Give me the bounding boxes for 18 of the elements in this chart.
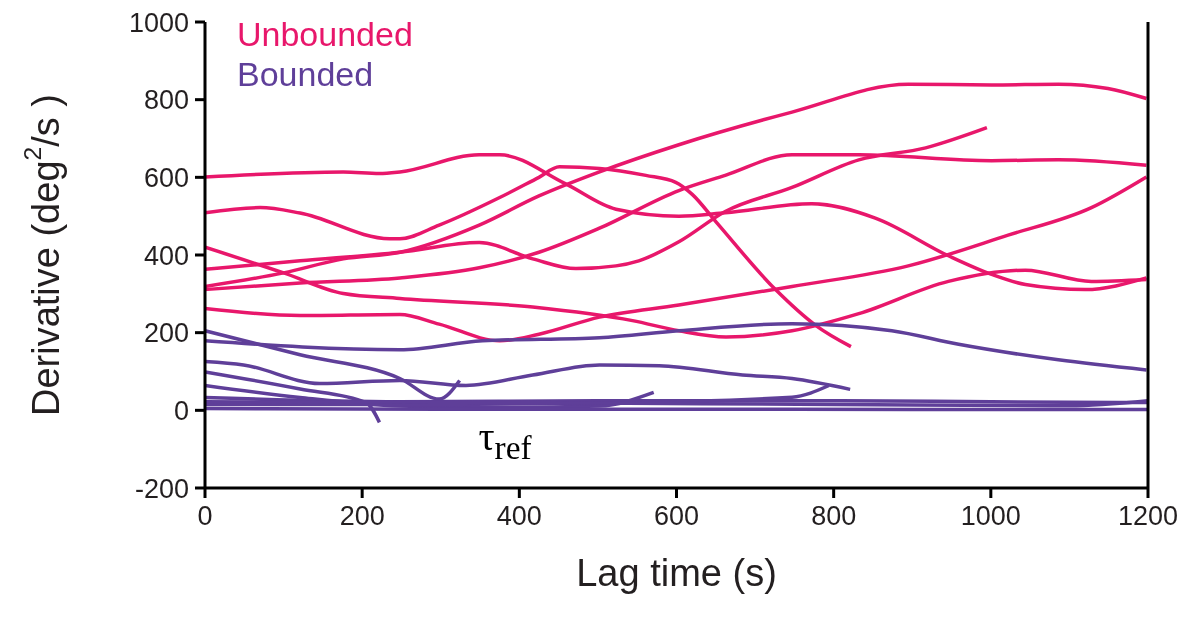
x-tick-label: 200 [339, 501, 385, 532]
y-tick-label: 0 [173, 395, 189, 426]
y-tick-label: 200 [143, 318, 189, 349]
annotation: τ$_{ref}$ [478, 413, 532, 469]
y-tick-label: 400 [143, 240, 189, 271]
y-tick-label: 800 [143, 85, 189, 116]
text: Unbounded [237, 14, 413, 54]
x-axis-title: Lag time (s) [576, 552, 777, 594]
x-tick-label: 0 [197, 501, 213, 532]
text: Bounded [237, 54, 375, 94]
y-tick-label: -200 [134, 473, 189, 504]
x-tick-label: 400 [496, 501, 542, 532]
x-tick-label: 1200 [1117, 501, 1179, 532]
x-tick-label: 600 [653, 501, 700, 532]
y-tick-label: 1000 [128, 7, 189, 38]
x-tick-label: 800 [811, 501, 857, 532]
y-tick-label: 600 [143, 162, 189, 193]
x-tick-label: 1000 [960, 501, 1021, 532]
